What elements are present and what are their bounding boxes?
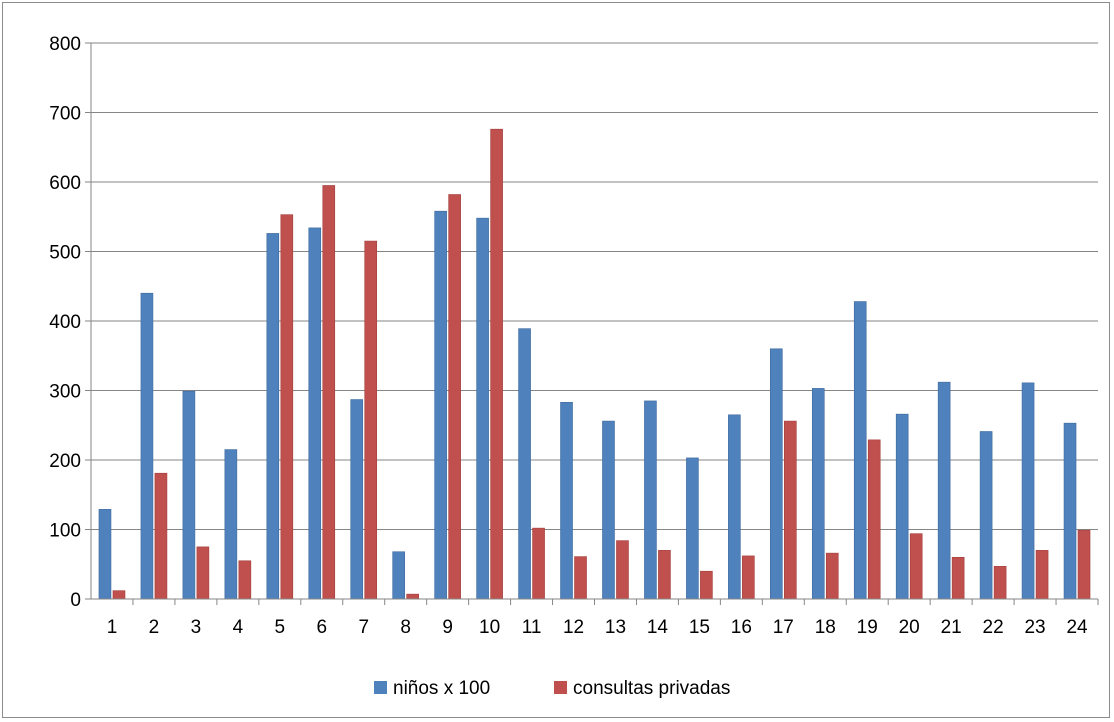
- bar-ninos: [98, 509, 112, 600]
- bar-consultas: [909, 533, 923, 600]
- y-axis-ticks: 0 100 200 300 400 500 600 700 800: [49, 34, 91, 611]
- x-tick-label: 16: [731, 617, 752, 638]
- legend-swatch-consultas: [554, 681, 567, 694]
- bar-ninos: [224, 449, 238, 600]
- legend-label-consultas: consultas privadas: [573, 678, 730, 699]
- y-tick-label: 700: [49, 104, 81, 125]
- bar-consultas: [448, 194, 461, 600]
- bar-ninos: [853, 301, 867, 600]
- bar-consultas: [112, 590, 126, 600]
- x-tick-label: 2: [149, 617, 160, 638]
- x-tick-label: 23: [1024, 617, 1045, 638]
- x-tick-label: 11: [522, 617, 542, 638]
- bar-consultas: [825, 552, 839, 600]
- bar-ninos: [686, 457, 699, 600]
- bar-ninos: [140, 292, 154, 600]
- bar-ninos: [979, 431, 993, 600]
- x-tick-label: 9: [442, 617, 453, 638]
- x-tick-label: 1: [107, 617, 118, 638]
- x-tick-label: 21: [941, 617, 962, 638]
- bar-ninos: [266, 233, 280, 600]
- bar-ninos: [602, 420, 615, 600]
- bar-ninos: [895, 413, 909, 600]
- bar-consultas: [574, 556, 587, 600]
- bar-consultas: [322, 185, 336, 600]
- y-tick-label: 0: [70, 590, 81, 611]
- x-tick-label: 7: [358, 617, 369, 638]
- x-tick-label: 14: [647, 617, 669, 638]
- legend-label-ninos: niños x 100: [393, 678, 490, 699]
- bar-ninos: [350, 399, 364, 600]
- bar-consultas: [951, 556, 965, 600]
- bar-ninos: [182, 390, 196, 600]
- legend-swatch-ninos: [374, 681, 387, 694]
- y-tick-label: 400: [49, 312, 81, 333]
- y-tick-label: 800: [49, 34, 81, 55]
- bar-ninos: [937, 381, 951, 600]
- bar-consultas: [867, 439, 881, 600]
- bar-ninos: [1021, 382, 1035, 600]
- x-tick-label: 12: [563, 617, 584, 638]
- bar-ninos: [644, 400, 657, 600]
- bar-consultas: [658, 550, 671, 600]
- bar-ninos: [308, 227, 322, 600]
- x-tick-label: 18: [815, 617, 836, 638]
- bar-ninos: [392, 551, 405, 600]
- bar-ninos: [770, 348, 783, 600]
- bar-consultas: [700, 570, 713, 600]
- bar-consultas: [742, 555, 755, 600]
- bar-ninos: [1063, 422, 1077, 600]
- y-tick-label: 300: [49, 382, 81, 403]
- bar-consultas: [616, 540, 629, 600]
- y-tick-label: 100: [49, 521, 81, 542]
- bar-consultas: [406, 593, 419, 600]
- bar-consultas: [1035, 550, 1049, 600]
- bar-ninos: [518, 328, 531, 600]
- bar-ninos: [434, 210, 447, 600]
- bar-consultas: [784, 420, 797, 600]
- bar-consultas: [532, 527, 545, 600]
- x-axis-ticks: 1 2 3 4 5 6 7 8 9 10 11 12 13 14 15 16 17 18 19 20 21 22 23 24: [107, 599, 1099, 638]
- bar-ninos: [476, 217, 489, 600]
- x-tick-label: 22: [983, 617, 1004, 638]
- x-tick-label: 4: [233, 617, 244, 638]
- x-tick-label: 6: [316, 617, 327, 638]
- x-tick-label: 20: [899, 617, 920, 638]
- bar-consultas: [1077, 529, 1091, 600]
- y-tick-label: 200: [49, 451, 81, 472]
- bar-consultas: [490, 128, 503, 600]
- x-tick-label: 8: [400, 617, 411, 638]
- bar-consultas: [280, 214, 294, 600]
- bar-consultas: [238, 560, 252, 600]
- x-tick-label: 5: [275, 617, 286, 638]
- x-tick-label: 3: [191, 617, 202, 638]
- y-tick-label: 600: [49, 173, 81, 194]
- legend: niños x 100 consultas privadas: [374, 678, 730, 699]
- bar-consultas: [993, 566, 1007, 600]
- x-tick-label: 13: [605, 617, 626, 638]
- bar-ninos: [560, 402, 573, 600]
- bars: [98, 128, 1091, 600]
- x-tick-label: 24: [1066, 617, 1088, 638]
- bar-consultas: [196, 546, 210, 600]
- y-tick-label: 500: [49, 243, 81, 264]
- bar-ninos: [728, 414, 741, 600]
- x-tick-label: 19: [857, 617, 878, 638]
- bar-ninos: [811, 388, 825, 600]
- bar-consultas: [364, 240, 378, 600]
- x-tick-label: 15: [689, 617, 710, 638]
- gridlines: [91, 42, 1098, 530]
- x-tick-label: 17: [773, 617, 794, 638]
- x-tick-label: 10: [479, 617, 500, 638]
- bar-consultas: [154, 472, 168, 600]
